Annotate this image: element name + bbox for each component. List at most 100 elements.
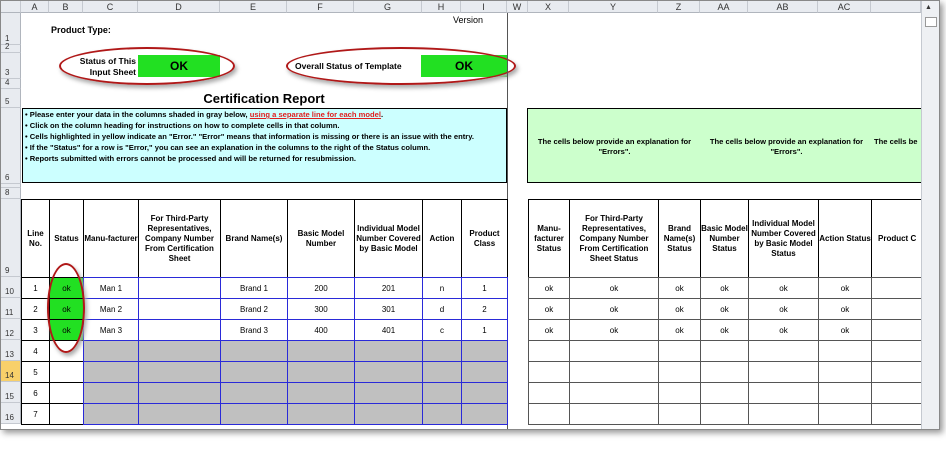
separate-line-link[interactable]: using a separate line for each model — [249, 110, 382, 119]
data-cell[interactable]: c — [422, 319, 462, 341]
data-cell[interactable]: Man 2 — [83, 298, 139, 320]
column-header-G[interactable]: G — [354, 1, 422, 13]
data-cell[interactable] — [83, 340, 139, 362]
row-header-12[interactable]: 12 — [1, 319, 21, 340]
data-cell[interactable] — [461, 382, 508, 404]
row-header-4[interactable]: 4 — [1, 78, 21, 89]
data-cell[interactable]: Brand 2 — [220, 298, 288, 320]
status-cell — [748, 382, 819, 404]
data-cell[interactable] — [354, 382, 423, 404]
column-header-F[interactable]: F — [287, 1, 354, 13]
column-header-A[interactable]: A — [21, 1, 49, 13]
column-heading[interactable]: Basic Model Number — [287, 199, 355, 278]
data-cell[interactable] — [138, 319, 221, 341]
row-header-13[interactable]: 13 — [1, 340, 21, 361]
status-cell: ok — [528, 298, 570, 320]
data-cell[interactable] — [220, 403, 288, 425]
row-header-14[interactable]: 14 — [1, 361, 21, 382]
data-cell[interactable]: Man 1 — [83, 277, 139, 299]
column-header-H[interactable]: H — [422, 1, 461, 13]
data-cell[interactable]: 301 — [354, 298, 423, 320]
data-cell[interactable] — [461, 403, 508, 425]
column-heading[interactable]: Line No. — [21, 199, 50, 278]
data-cell[interactable] — [220, 382, 288, 404]
scroll-up-icon[interactable]: ▲ — [925, 4, 932, 11]
data-cell[interactable] — [422, 382, 462, 404]
row-header-16[interactable]: 16 — [1, 403, 21, 424]
row-header-2[interactable]: 2 — [1, 42, 21, 53]
data-cell[interactable] — [287, 340, 355, 362]
highlight-oval — [47, 263, 85, 353]
row-header-1[interactable]: 1 — [1, 13, 21, 45]
line-number: 6 — [21, 382, 50, 404]
data-cell[interactable] — [354, 361, 423, 383]
column-heading[interactable]: Manu-facturer — [83, 199, 139, 278]
column-header-AB[interactable]: AB — [748, 1, 818, 13]
row-header-6[interactable]: 6 — [1, 108, 21, 184]
data-cell[interactable] — [138, 382, 221, 404]
column-header[interactable] — [871, 1, 921, 13]
row-header-8[interactable]: 8 — [1, 188, 21, 199]
row-header-9[interactable]: 9 — [1, 199, 21, 277]
data-cell[interactable]: 1 — [461, 277, 508, 299]
column-heading[interactable]: Brand Name(s) — [220, 199, 288, 278]
column-header-X[interactable]: X — [528, 1, 569, 13]
data-cell[interactable]: Man 3 — [83, 319, 139, 341]
column-header-Y[interactable]: Y — [569, 1, 658, 13]
data-cell[interactable] — [422, 361, 462, 383]
column-heading[interactable]: Individual Model Number Covered by Basic… — [354, 199, 423, 278]
data-cell[interactable] — [287, 382, 355, 404]
data-cell[interactable] — [83, 382, 139, 404]
data-cell[interactable]: 401 — [354, 319, 423, 341]
column-header-D[interactable]: D — [138, 1, 220, 13]
data-cell[interactable]: 300 — [287, 298, 355, 320]
data-cell[interactable] — [287, 403, 355, 425]
data-cell[interactable]: 2 — [461, 298, 508, 320]
data-cell[interactable] — [220, 361, 288, 383]
column-header-AA[interactable]: AA — [700, 1, 748, 13]
data-cell[interactable] — [461, 340, 508, 362]
column-header-Z[interactable]: Z — [658, 1, 700, 13]
row-header-5[interactable]: 5 — [1, 89, 21, 108]
data-cell[interactable]: 200 — [287, 277, 355, 299]
column-header-E[interactable]: E — [220, 1, 287, 13]
column-heading[interactable]: Action — [422, 199, 462, 278]
data-cell[interactable] — [287, 361, 355, 383]
data-cell[interactable]: 201 — [354, 277, 423, 299]
data-cell[interactable] — [83, 403, 139, 425]
column-heading[interactable]: Product Class — [461, 199, 508, 278]
data-cell[interactable] — [138, 403, 221, 425]
data-cell[interactable]: 400 — [287, 319, 355, 341]
data-cell[interactable]: d — [422, 298, 462, 320]
data-cell[interactable] — [422, 403, 462, 425]
column-header-B[interactable]: B — [49, 1, 83, 13]
data-cell[interactable] — [220, 340, 288, 362]
row-header-10[interactable]: 10 — [1, 277, 21, 298]
data-cell[interactable] — [138, 298, 221, 320]
column-header-AC[interactable]: AC — [818, 1, 871, 13]
vertical-scrollbar[interactable]: ▲ — [921, 1, 939, 429]
data-cell[interactable]: 1 — [461, 319, 508, 341]
select-all-corner[interactable] — [1, 1, 21, 13]
column-header-C[interactable]: C — [83, 1, 138, 13]
data-cell[interactable]: Brand 1 — [220, 277, 288, 299]
data-cell[interactable]: Brand 3 — [220, 319, 288, 341]
row-header-11[interactable]: 11 — [1, 298, 21, 319]
row-header-15[interactable]: 15 — [1, 382, 21, 403]
row-header-7[interactable] — [1, 184, 21, 188]
data-cell[interactable] — [83, 361, 139, 383]
column-heading[interactable]: For Third-Party Representatives, Company… — [138, 199, 221, 278]
column-header-W[interactable]: W — [507, 1, 528, 13]
data-cell[interactable] — [138, 340, 221, 362]
scroll-thumb[interactable] — [925, 17, 937, 27]
column-header-I[interactable]: I — [461, 1, 507, 13]
data-cell[interactable] — [422, 340, 462, 362]
data-cell[interactable] — [138, 361, 221, 383]
row-header-3[interactable]: 3 — [1, 53, 21, 79]
data-cell[interactable]: n — [422, 277, 462, 299]
data-cell[interactable] — [354, 340, 423, 362]
explanation-text: The cells below provide an explanation f… — [537, 137, 692, 156]
data-cell[interactable] — [354, 403, 423, 425]
data-cell[interactable] — [461, 361, 508, 383]
data-cell[interactable] — [138, 277, 221, 299]
